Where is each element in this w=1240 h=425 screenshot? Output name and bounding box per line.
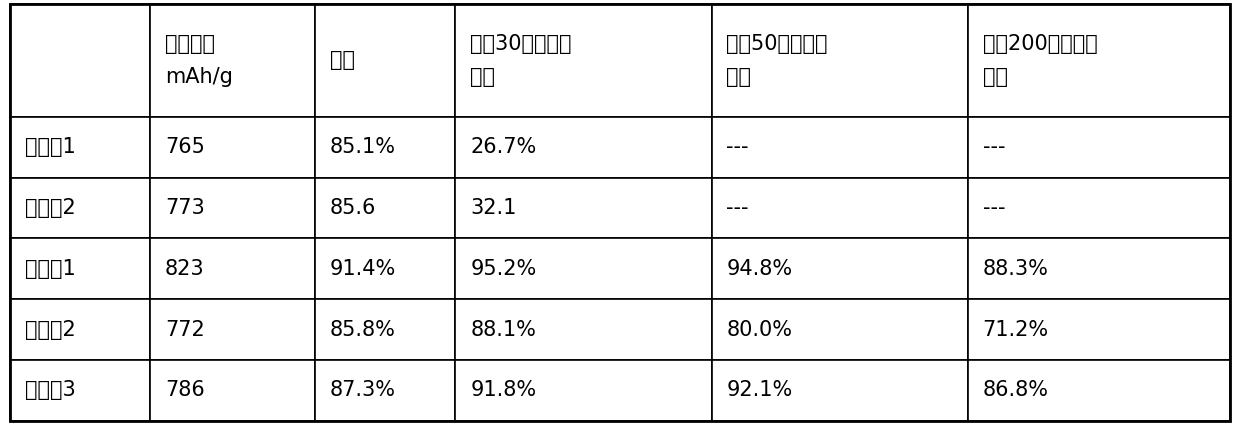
Text: 88.1%: 88.1% — [470, 320, 536, 340]
Text: 85.6: 85.6 — [330, 198, 376, 218]
Text: 实施例1: 实施例1 — [25, 259, 76, 279]
Text: 32.1: 32.1 — [470, 198, 517, 218]
Bar — [712, 238, 967, 299]
Text: 823: 823 — [165, 259, 205, 279]
Text: 87.3%: 87.3% — [330, 380, 396, 400]
Text: 71.2%: 71.2% — [982, 320, 1049, 340]
Bar — [455, 117, 712, 178]
Bar — [712, 178, 967, 238]
Text: 对比例2: 对比例2 — [25, 198, 76, 218]
Text: 765: 765 — [165, 137, 205, 157]
Text: 循环200次容量保
持率: 循环200次容量保 持率 — [982, 34, 1097, 87]
Bar — [10, 4, 150, 117]
Text: ---: --- — [982, 198, 1006, 218]
Bar — [455, 178, 712, 238]
Text: ---: --- — [982, 137, 1006, 157]
Bar — [712, 360, 967, 421]
Text: ---: --- — [727, 198, 749, 218]
Text: 80.0%: 80.0% — [727, 320, 792, 340]
Bar — [315, 178, 455, 238]
Text: 85.8%: 85.8% — [330, 320, 396, 340]
Bar — [455, 360, 712, 421]
Text: 91.8%: 91.8% — [470, 380, 536, 400]
Text: 实施例2: 实施例2 — [25, 320, 76, 340]
Bar — [10, 360, 150, 421]
Bar — [10, 178, 150, 238]
Text: 循环50次容量保
持率: 循环50次容量保 持率 — [727, 34, 828, 87]
Bar — [455, 299, 712, 360]
Bar — [150, 178, 315, 238]
Bar — [712, 117, 967, 178]
Bar — [150, 360, 315, 421]
Bar — [315, 4, 455, 117]
Bar — [10, 238, 150, 299]
Bar — [150, 299, 315, 360]
Bar — [712, 4, 967, 117]
Text: 首次容量
mAh/g: 首次容量 mAh/g — [165, 34, 233, 87]
Bar — [712, 299, 967, 360]
Text: 786: 786 — [165, 380, 205, 400]
Bar — [967, 299, 1230, 360]
Bar — [150, 117, 315, 178]
Text: 772: 772 — [165, 320, 205, 340]
Bar — [455, 4, 712, 117]
Text: 首效: 首效 — [330, 51, 355, 71]
Text: 95.2%: 95.2% — [470, 259, 537, 279]
Text: 循环30次容量保
持率: 循环30次容量保 持率 — [470, 34, 572, 87]
Text: 91.4%: 91.4% — [330, 259, 396, 279]
Bar — [967, 117, 1230, 178]
Bar — [967, 360, 1230, 421]
Text: 86.8%: 86.8% — [982, 380, 1049, 400]
Text: 对比例1: 对比例1 — [25, 137, 76, 157]
Text: 85.1%: 85.1% — [330, 137, 396, 157]
Text: 26.7%: 26.7% — [470, 137, 537, 157]
Bar — [455, 238, 712, 299]
Bar — [315, 238, 455, 299]
Text: 92.1%: 92.1% — [727, 380, 792, 400]
Text: 773: 773 — [165, 198, 205, 218]
Bar — [10, 117, 150, 178]
Text: 实施例3: 实施例3 — [25, 380, 76, 400]
Bar — [150, 4, 315, 117]
Bar — [967, 178, 1230, 238]
Bar — [967, 238, 1230, 299]
Bar — [967, 4, 1230, 117]
Bar — [315, 299, 455, 360]
Text: 94.8%: 94.8% — [727, 259, 792, 279]
Bar — [315, 360, 455, 421]
Bar — [150, 238, 315, 299]
Text: ---: --- — [727, 137, 749, 157]
Bar — [315, 117, 455, 178]
Text: 88.3%: 88.3% — [982, 259, 1049, 279]
Bar — [10, 299, 150, 360]
